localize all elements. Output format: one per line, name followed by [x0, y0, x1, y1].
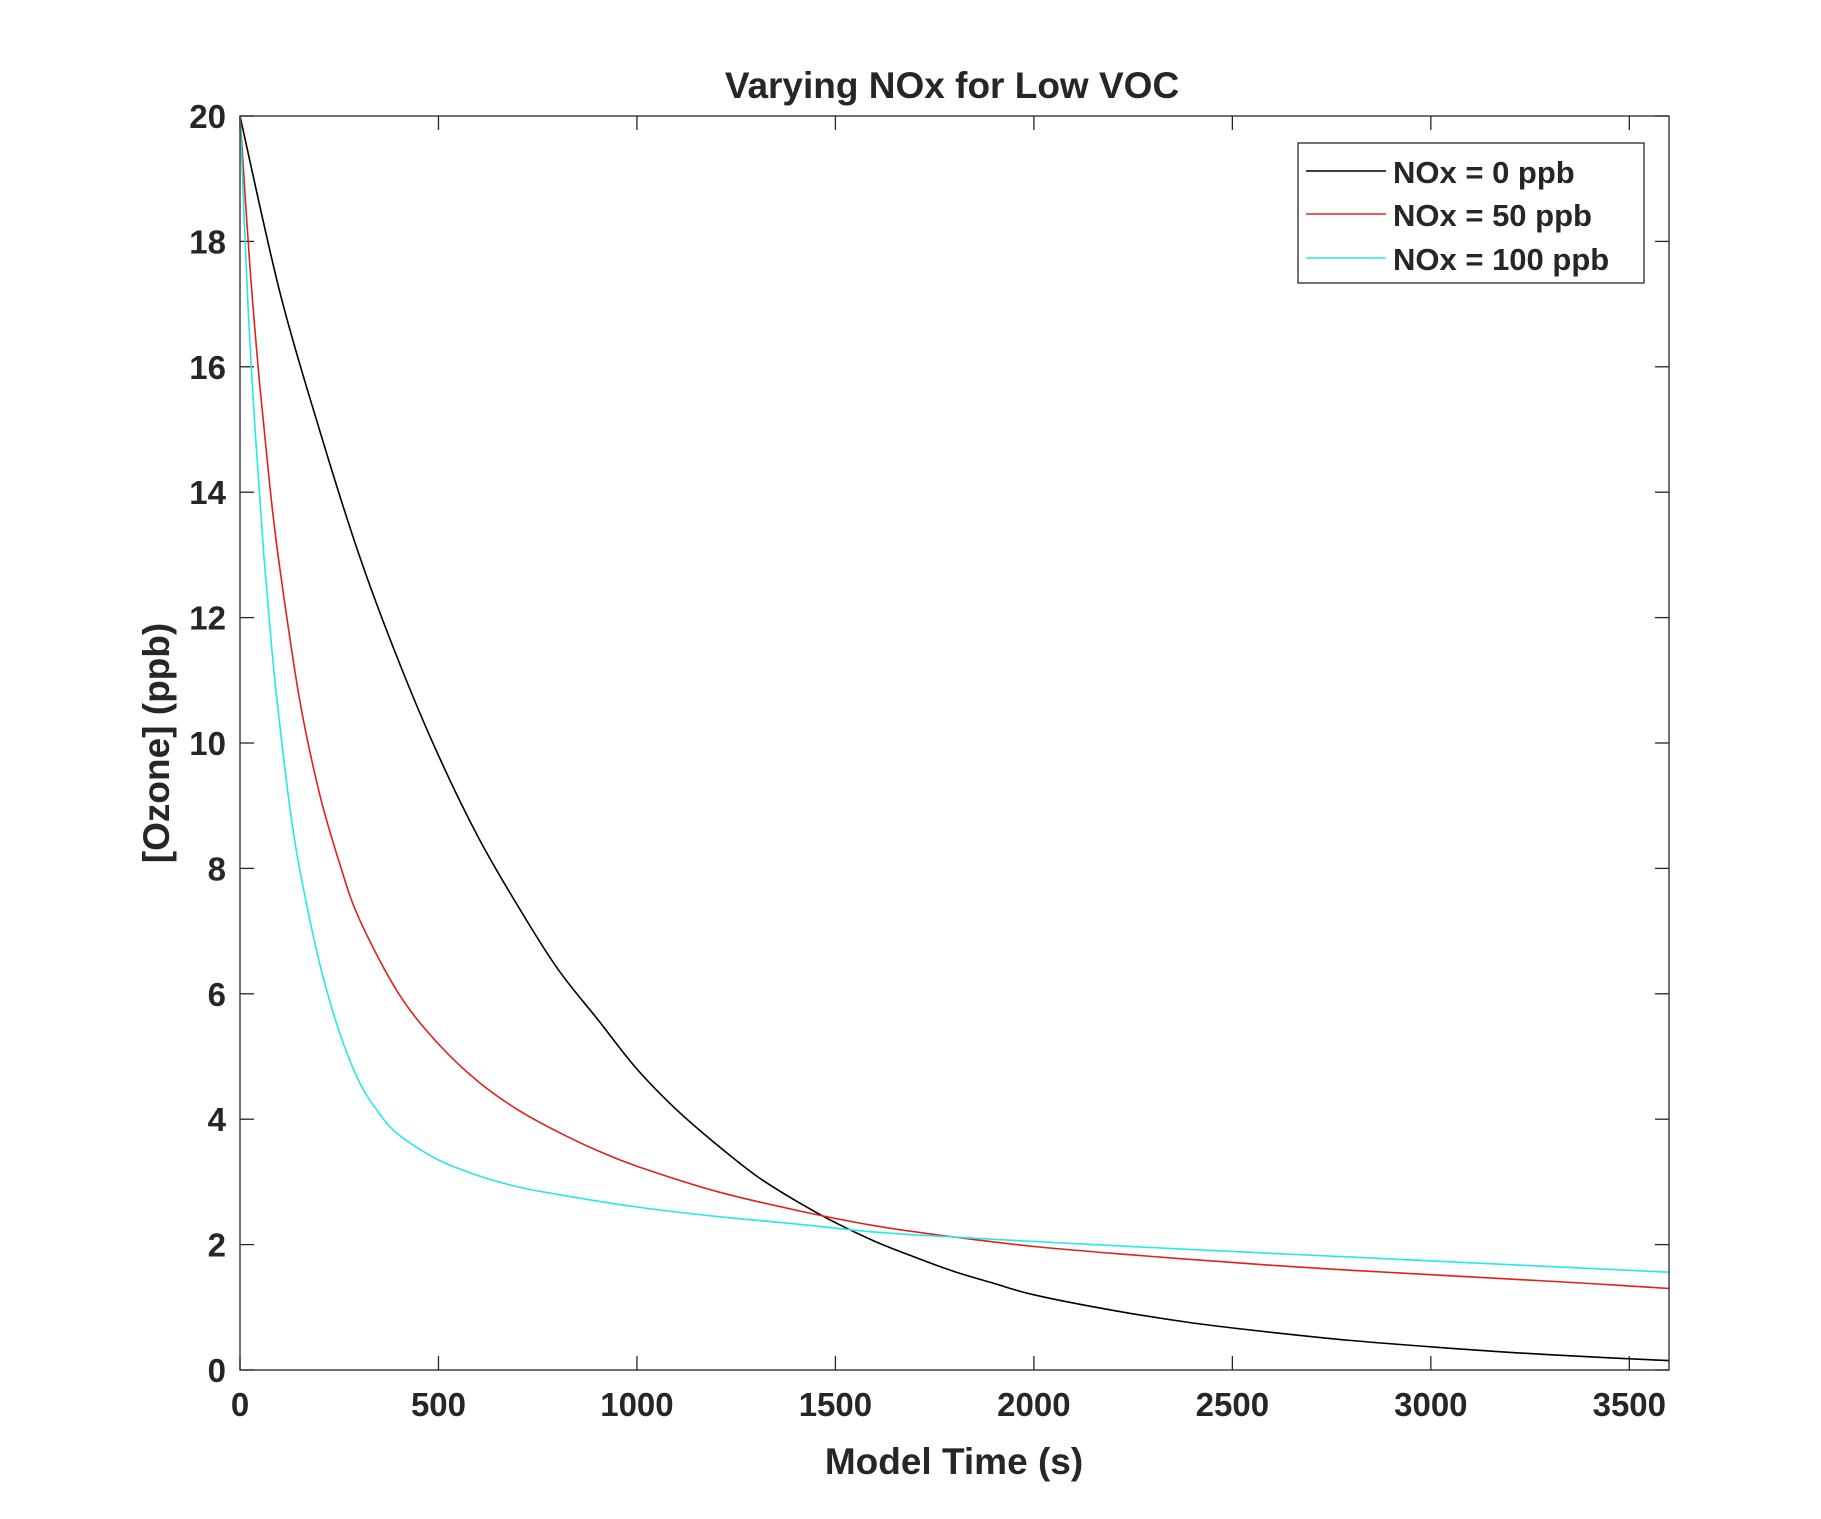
y-axis-label: [Ozone] (ppb) — [136, 623, 177, 863]
y-tick-label: 16 — [189, 349, 226, 386]
legend-box — [1297, 142, 1645, 284]
x-tick-label: 3000 — [1394, 1386, 1467, 1423]
series-line-0 — [239, 115, 1670, 1362]
x-tick-label: 0 — [231, 1386, 249, 1423]
series-line-1 — [239, 115, 1670, 1290]
legend: NOx = 0 ppb NOx = 50 ppb NOx = 100 ppb — [1297, 142, 1645, 284]
legend-label-nox-0: NOx = 0 ppb — [1393, 155, 1575, 190]
legend-label-nox-50: NOx = 50 ppb — [1393, 198, 1592, 233]
y-tick-label: 8 — [208, 850, 226, 887]
x-axis-label: Model Time (s) — [825, 1441, 1083, 1482]
y-tick-label: 10 — [189, 725, 226, 762]
y-tick-label: 18 — [189, 223, 226, 260]
plot-lines — [239, 115, 1670, 1362]
chart-title: Varying NOx for Low VOC — [725, 65, 1179, 106]
y-tick-label: 6 — [208, 976, 226, 1013]
x-tick-label: 1000 — [600, 1386, 673, 1423]
y-tick-label: 2 — [208, 1227, 226, 1264]
axis-ticks — [239, 115, 1669, 1371]
y-tick-label: 0 — [208, 1352, 226, 1389]
y-tick-labels: 0 2 4 6 8 10 12 14 16 18 20 — [189, 98, 226, 1389]
legend-label-nox-100: NOx = 100 ppb — [1393, 242, 1609, 277]
x-tick-label: 3500 — [1593, 1386, 1666, 1423]
x-tick-labels: 0 500 1000 1500 2000 2500 3000 3500 — [231, 1386, 1666, 1423]
x-tick-label: 1500 — [799, 1386, 872, 1423]
y-tick-label: 20 — [189, 98, 226, 135]
series-line-2 — [239, 115, 1670, 1273]
y-tick-label: 12 — [189, 600, 226, 637]
y-tick-label: 4 — [208, 1101, 227, 1138]
x-tick-label: 500 — [411, 1386, 466, 1423]
y-tick-label: 14 — [189, 474, 226, 511]
plot-area-frame — [239, 115, 1670, 1371]
x-tick-label: 2500 — [1196, 1386, 1269, 1423]
x-tick-label: 2000 — [997, 1386, 1070, 1423]
